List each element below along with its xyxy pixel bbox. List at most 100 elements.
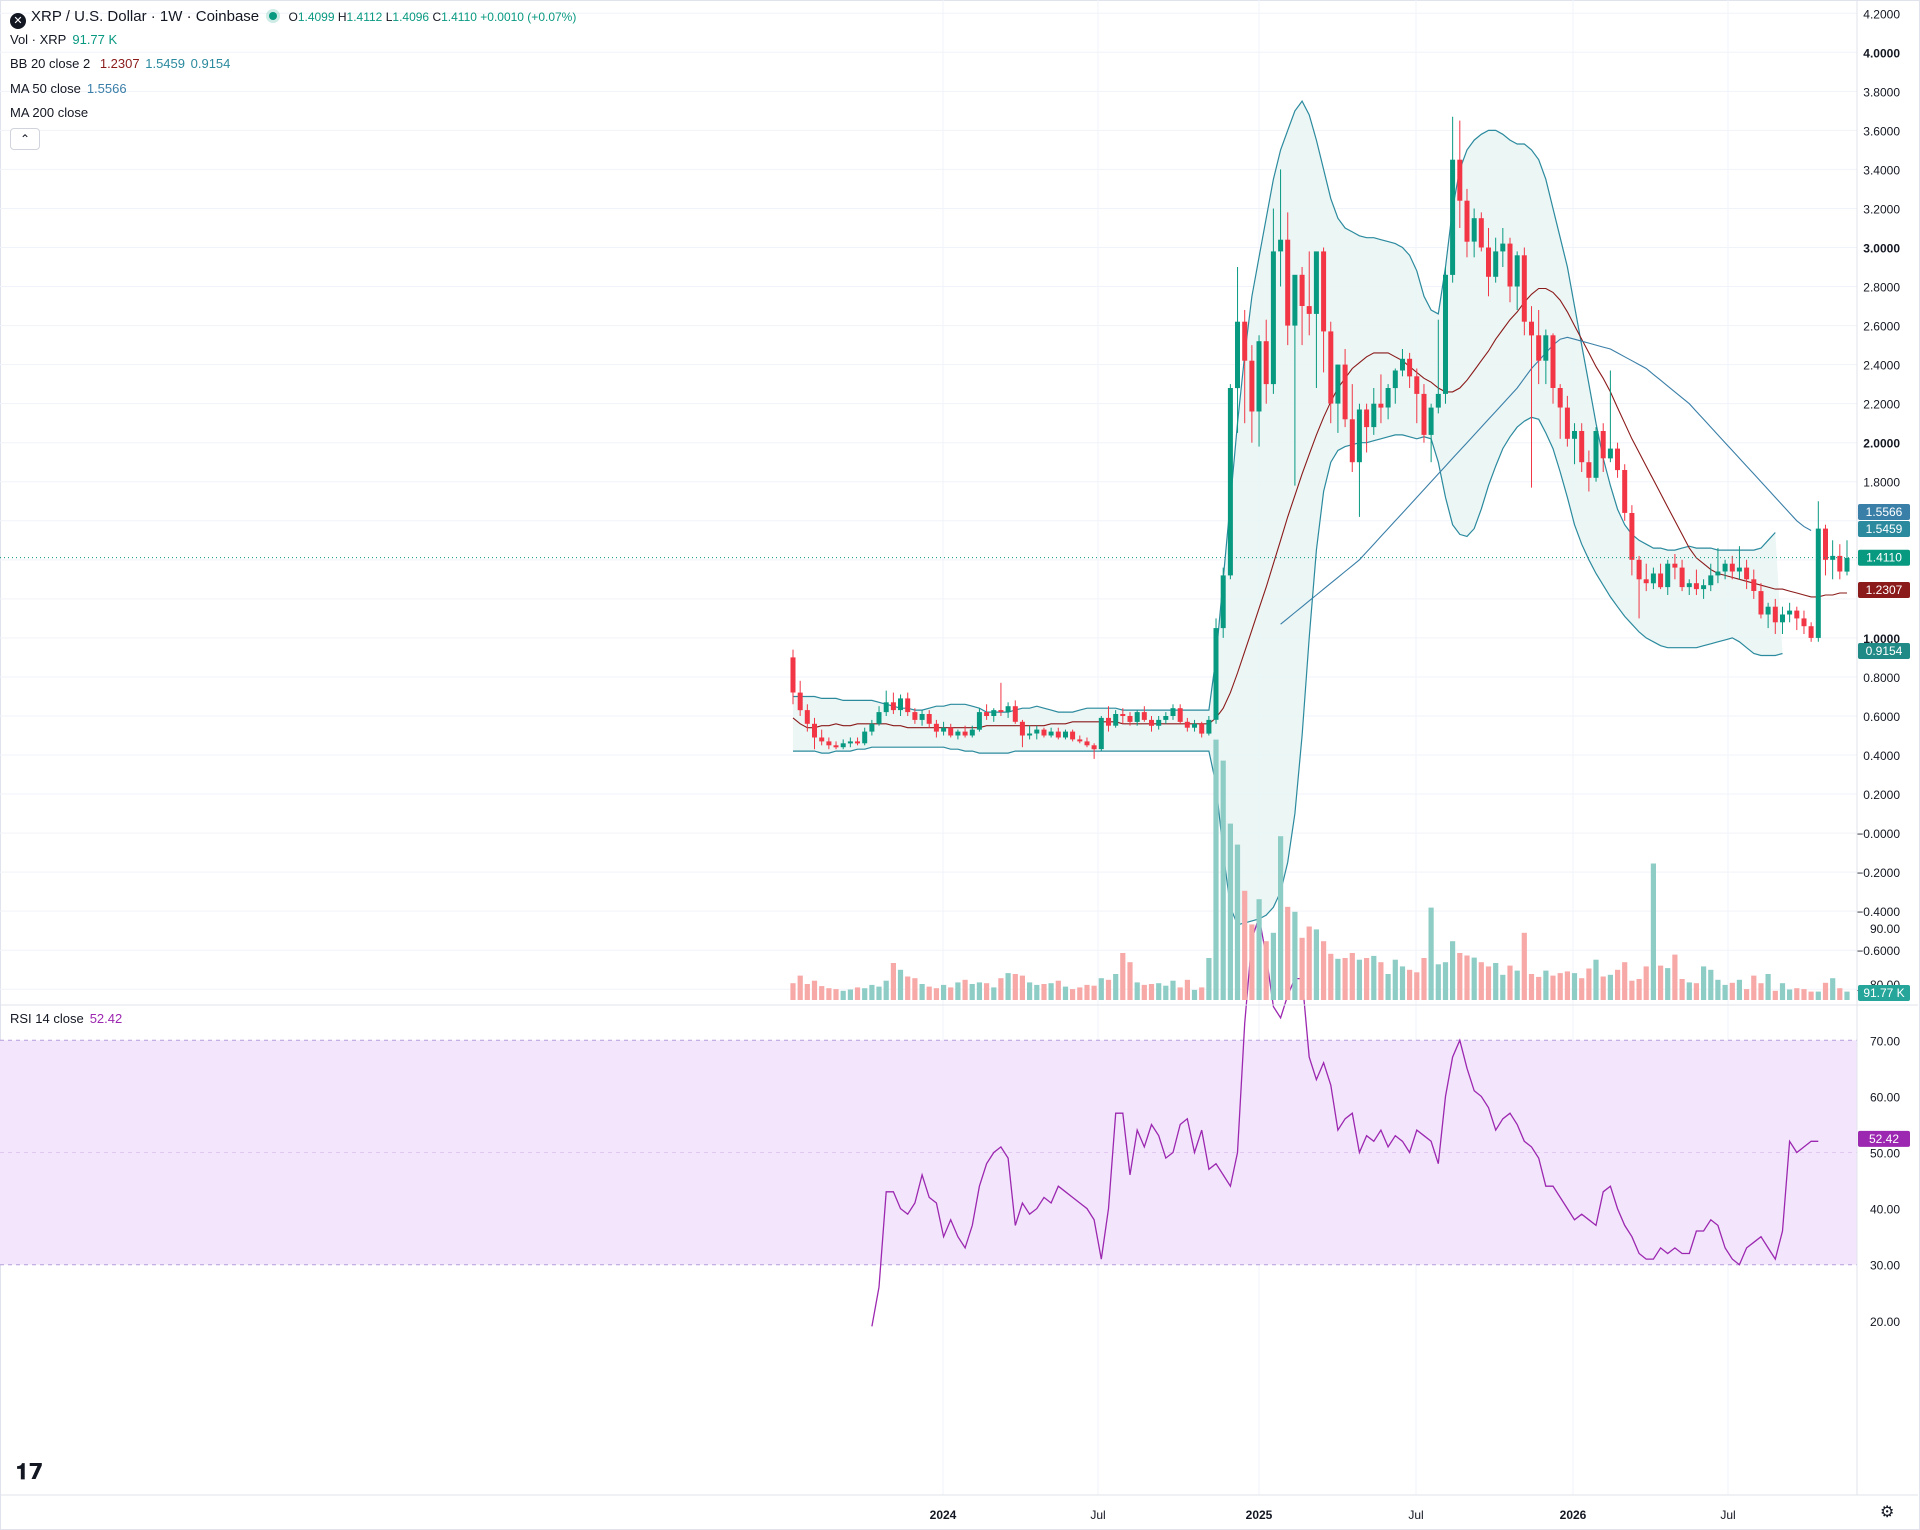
candle-body: [1758, 591, 1764, 615]
volume-bar: [847, 989, 853, 1000]
volume-bar: [840, 990, 846, 1000]
volume-bar: [1292, 911, 1298, 1000]
candle-body: [1392, 370, 1398, 389]
volume-bar: [1514, 970, 1520, 1000]
volume-bar: [1665, 968, 1671, 1000]
candle-body: [1586, 462, 1592, 478]
candle-body: [1306, 306, 1312, 314]
candle-body: [933, 723, 939, 732]
bb-upper-value: 1.5459: [145, 56, 185, 71]
candle-body: [1643, 579, 1649, 584]
candle-body: [847, 741, 853, 744]
candle-body: [876, 712, 882, 724]
candle-body: [1765, 606, 1771, 615]
price-axis-label: −0.2000: [1856, 866, 1900, 880]
volume-bar: [1134, 982, 1140, 1000]
volume-bar: [1744, 989, 1750, 1000]
volume-bar: [1062, 986, 1069, 1000]
volume-bar: [1242, 890, 1248, 1000]
volume-bar: [1356, 959, 1362, 1000]
price-axis-label: 4.2000: [1863, 7, 1900, 21]
candle-body: [1249, 360, 1255, 412]
symbol-legend[interactable]: ✕ XRP / U.S. Dollar · 1W · Coinbase O1.40…: [10, 9, 576, 29]
candle-body: [1127, 716, 1133, 722]
candle-body: [1550, 335, 1556, 388]
ma200-label: MA 200 close: [10, 105, 89, 120]
candle-body: [1435, 393, 1441, 408]
bb-lower-line: [793, 416, 1783, 926]
volume-bar: [876, 986, 882, 1000]
volume-bar: [984, 983, 990, 1000]
candle-body: [1270, 251, 1276, 385]
bb-upper-price-badge: 1.5459: [1858, 521, 1910, 537]
volume-legend[interactable]: Vol · XRP 91.77 K: [10, 32, 117, 48]
volume-bar: [1213, 739, 1219, 1000]
volume-bar: [1787, 989, 1793, 1000]
candle-body: [898, 698, 903, 711]
candle-body: [1443, 274, 1448, 394]
volume-bar: [1701, 966, 1707, 1000]
candle-body: [1686, 583, 1692, 588]
volume-bar: [883, 980, 889, 1000]
volume-label: Vol · XRP: [10, 32, 67, 47]
candle-body: [912, 712, 918, 720]
volume-bar: [1148, 984, 1155, 1000]
rsi-label: RSI 14 close: [10, 1011, 84, 1026]
ma50-label: MA 50 close: [10, 81, 81, 96]
volume-bar: [1141, 984, 1147, 1000]
volume-bar: [1227, 823, 1233, 1000]
candle-body: [1371, 403, 1377, 428]
volume-bar: [1414, 972, 1420, 1000]
candle-body: [1285, 239, 1291, 326]
candle-body: [1457, 159, 1463, 201]
rsi-badge: 52.42: [1858, 1130, 1910, 1147]
volume-bar: [1528, 974, 1535, 1000]
candle-body: [1407, 358, 1413, 377]
ma50-legend[interactable]: MA 50 close 1.5566: [10, 81, 127, 97]
price-axis-label: 3.8000: [1863, 85, 1900, 99]
candle-body: [1715, 571, 1721, 576]
time-axis-label: Jul: [1720, 1508, 1735, 1522]
candle-body: [1278, 239, 1284, 252]
candle-body: [1729, 563, 1735, 572]
volume-bar: [969, 984, 975, 1000]
volume-bar: [1364, 958, 1370, 1000]
volume-bar: [1550, 975, 1556, 1000]
volume-bar: [912, 978, 918, 1000]
candle-body: [826, 741, 832, 746]
volume-bar: [1478, 962, 1484, 1000]
volume-bar: [833, 989, 839, 1000]
tradingview-logo-icon[interactable]: 𝟏𝟳: [16, 1459, 44, 1484]
gear-icon[interactable]: ⚙: [1880, 1504, 1895, 1521]
candle-body: [1823, 528, 1828, 560]
rsi-legend[interactable]: RSI 14 close 52.42: [10, 1011, 122, 1027]
bb-legend[interactable]: BB 20 close 2 1.2307 1.5459 0.9154: [10, 56, 230, 72]
volume-bar: [1729, 982, 1735, 1000]
volume-bar: [933, 988, 939, 1000]
ma200-legend[interactable]: MA 200 close: [10, 105, 88, 121]
volume-bar: [1113, 974, 1119, 1000]
ma50-value: 1.5566: [86, 81, 127, 96]
volume-bar: [926, 986, 932, 1000]
close-value: 1.4110: [441, 10, 477, 24]
candle-body: [1120, 714, 1126, 716]
collapse-legend-button[interactable]: ⌃: [10, 128, 40, 150]
price-axis-label: 3.6000: [1863, 124, 1900, 138]
volume-bar: [1177, 987, 1183, 1000]
candle-body: [1421, 393, 1427, 435]
candle-body: [1328, 331, 1334, 404]
volume-bar: [1019, 975, 1025, 1000]
price-axis-label: 2.0000: [1863, 437, 1900, 451]
candle-body: [1679, 567, 1685, 588]
candle-body: [969, 729, 975, 736]
candle-body: [1041, 729, 1047, 736]
price-axis-label: 3.0000: [1863, 242, 1900, 256]
candle-body: [1019, 721, 1025, 736]
candle-body: [1364, 409, 1370, 428]
candle-body: [1213, 628, 1219, 720]
candle-body: [1572, 431, 1577, 439]
volume-bar: [948, 987, 954, 1000]
volume-bar: [1571, 973, 1578, 1000]
candle-body: [1113, 714, 1119, 726]
